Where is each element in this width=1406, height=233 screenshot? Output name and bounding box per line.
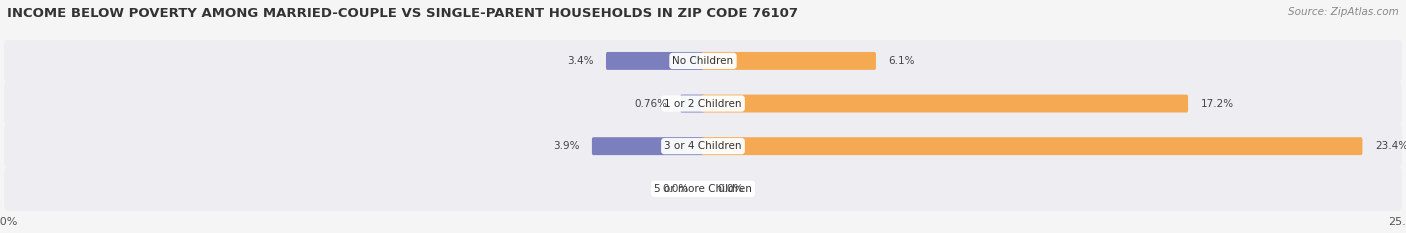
- FancyBboxPatch shape: [606, 52, 704, 70]
- Text: 0.0%: 0.0%: [717, 184, 744, 194]
- Text: 5 or more Children: 5 or more Children: [654, 184, 752, 194]
- Text: 17.2%: 17.2%: [1201, 99, 1234, 109]
- FancyBboxPatch shape: [702, 52, 876, 70]
- Text: INCOME BELOW POVERTY AMONG MARRIED-COUPLE VS SINGLE-PARENT HOUSEHOLDS IN ZIP COD: INCOME BELOW POVERTY AMONG MARRIED-COUPL…: [7, 7, 799, 20]
- Text: No Children: No Children: [672, 56, 734, 66]
- FancyBboxPatch shape: [4, 39, 1402, 83]
- Text: 1 or 2 Children: 1 or 2 Children: [664, 99, 742, 109]
- Text: 3 or 4 Children: 3 or 4 Children: [664, 141, 742, 151]
- FancyBboxPatch shape: [592, 137, 704, 155]
- FancyBboxPatch shape: [702, 95, 1188, 113]
- FancyBboxPatch shape: [4, 124, 1402, 168]
- FancyBboxPatch shape: [702, 137, 1362, 155]
- Text: Source: ZipAtlas.com: Source: ZipAtlas.com: [1288, 7, 1399, 17]
- Text: 0.76%: 0.76%: [634, 99, 668, 109]
- FancyBboxPatch shape: [4, 167, 1402, 211]
- Text: 0.0%: 0.0%: [662, 184, 689, 194]
- Text: 23.4%: 23.4%: [1375, 141, 1406, 151]
- Text: 6.1%: 6.1%: [889, 56, 915, 66]
- FancyBboxPatch shape: [4, 81, 1402, 126]
- FancyBboxPatch shape: [681, 95, 704, 113]
- Text: 3.9%: 3.9%: [553, 141, 579, 151]
- Text: 3.4%: 3.4%: [567, 56, 593, 66]
